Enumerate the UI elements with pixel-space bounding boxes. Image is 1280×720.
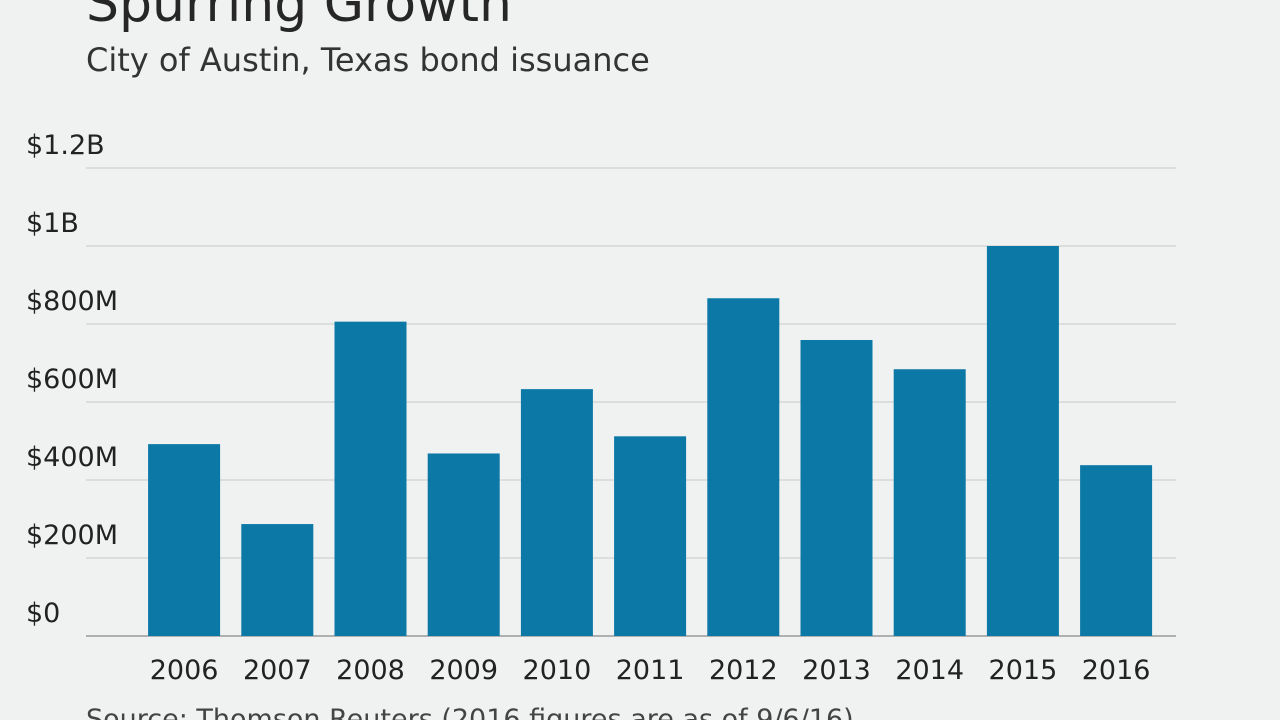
x-tick-label: 2012 [709, 655, 778, 686]
source-note: Source: Thomson Reuters (2016 figures ar… [86, 704, 854, 720]
y-tick-label: $200M [26, 520, 118, 551]
chart-subtitle: City of Austin, Texas bond issuance [86, 41, 650, 79]
bar-2016 [1080, 465, 1153, 636]
x-tick-label: 2015 [989, 655, 1058, 686]
bar-2009 [427, 453, 500, 636]
y-axis-labels: $0 $200M $400M $600M $800M $1B $1.2B [26, 130, 118, 629]
x-tick-label: 2014 [895, 655, 964, 686]
bar-2013 [800, 339, 873, 636]
bar-2006 [148, 444, 221, 636]
y-tick-label: $800M [26, 286, 118, 317]
bar-2007 [241, 524, 314, 636]
bar-2014 [893, 369, 966, 636]
bar-2008 [334, 321, 407, 636]
chart-title: Spurring Growth [86, 0, 512, 34]
bar-2010 [520, 389, 593, 636]
x-tick-label: 2011 [616, 655, 685, 686]
x-tick-label: 2008 [336, 655, 405, 686]
x-tick-label: 2016 [1082, 655, 1151, 686]
y-tick-label: $1.2B [26, 130, 105, 161]
bar-2011 [614, 436, 687, 636]
x-tick-label: 2009 [429, 655, 498, 686]
y-tick-label: $1B [26, 208, 79, 239]
x-axis-labels: 2006 2007 2008 2009 2010 2011 2012 2013 2014 2015… [150, 655, 1151, 686]
y-tick-label: $400M [26, 442, 118, 473]
bar-2012 [707, 298, 780, 636]
x-tick-label: 2010 [523, 655, 592, 686]
y-tick-label: $600M [26, 364, 118, 395]
x-tick-label: 2007 [243, 655, 312, 686]
x-tick-label: 2013 [802, 655, 871, 686]
x-tick-label: 2006 [150, 655, 219, 686]
bar-2015 [986, 246, 1059, 636]
bars [148, 246, 1153, 636]
y-tick-label: $0 [26, 598, 60, 629]
